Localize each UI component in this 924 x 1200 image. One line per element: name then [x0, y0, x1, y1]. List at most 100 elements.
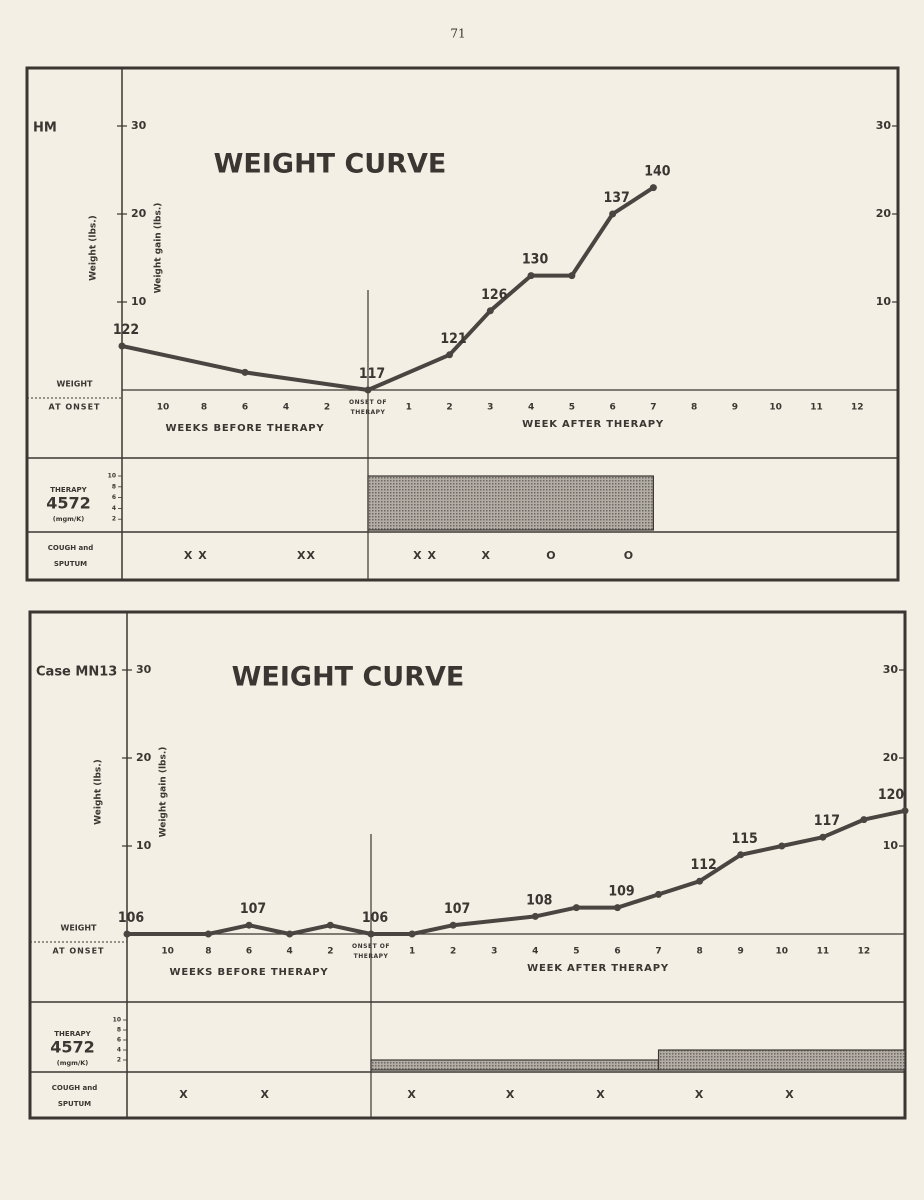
therapy-tick-label: 8 — [117, 1027, 121, 1034]
x-tick-label: 9 — [732, 403, 738, 413]
baseline-label: AT ONSET — [49, 403, 101, 412]
x-label-after: WEEK AFTER THERAPY — [522, 419, 664, 430]
y-tick-label: 30 — [131, 119, 147, 132]
point — [778, 842, 786, 850]
point — [860, 816, 868, 824]
x-tick-label: 4 — [287, 947, 293, 957]
point — [446, 351, 454, 359]
onset-label: ONSET OF THERAPY — [352, 943, 390, 960]
y-tick-label-right: 20 — [876, 207, 892, 220]
therapy-tick-label: 6 — [112, 494, 116, 501]
x-label-after: WEEK AFTER THERAPY — [527, 963, 669, 974]
therapy-bar — [367, 475, 654, 531]
point — [204, 930, 212, 938]
case-label: HM — [33, 121, 57, 136]
baseline-label: AT ONSET — [53, 947, 105, 956]
y-tick-label: 30 — [136, 663, 152, 676]
point — [613, 904, 621, 912]
baseline-label: WEIGHT — [61, 924, 98, 933]
point — [527, 272, 535, 280]
therapy-bar — [370, 1059, 660, 1071]
y-gain-label: Weight gain (lbs.) — [154, 203, 164, 294]
value-label: 107 — [240, 901, 266, 917]
cough-mark: XX — [297, 549, 316, 562]
cough-mark: X X — [184, 549, 208, 562]
point — [364, 386, 372, 394]
x-tick-label: 3 — [491, 947, 497, 957]
cough-mark: X — [261, 1088, 270, 1101]
cough-mark: X — [407, 1088, 416, 1101]
x-tick-label: 7 — [655, 947, 661, 957]
point — [819, 833, 827, 841]
y-axis-label: Weight (lbs.) — [89, 215, 99, 281]
cough-mark: X X — [413, 549, 437, 562]
value-label: 120 — [878, 787, 905, 803]
therapy-tick-label: 10 — [108, 473, 116, 480]
cough-mark: X — [785, 1088, 794, 1101]
x-tick-label: 11 — [817, 947, 830, 957]
x-tick-label: 8 — [205, 947, 211, 957]
x-tick-label: 5 — [573, 947, 579, 957]
point — [286, 930, 294, 938]
x-tick-label: 2 — [450, 947, 456, 957]
therapy-label: THERAPY — [50, 486, 87, 494]
y-tick-label: 10 — [136, 839, 152, 852]
frame — [25, 66, 900, 582]
x-tick-label: 8 — [691, 403, 697, 413]
x-tick-label: 4 — [283, 403, 289, 413]
case-label: Case MN13 — [36, 665, 117, 680]
therapy-tick-label: 10 — [113, 1017, 121, 1024]
value-label: 140 — [644, 164, 671, 180]
y-tick-label-right: 20 — [883, 751, 899, 764]
baseline-label: WEIGHT — [57, 380, 94, 389]
x-tick-label: 4 — [532, 947, 538, 957]
weight-line — [121, 185, 655, 392]
x-tick-label: 6 — [242, 403, 248, 413]
cough-label: COUGH and — [48, 544, 94, 552]
x-tick-label: 1 — [406, 403, 412, 413]
value-label: 126 — [481, 287, 508, 303]
y-tick-label: 10 — [131, 295, 147, 308]
value-label: 106 — [118, 910, 145, 926]
point — [367, 930, 375, 938]
cough-mark: O — [546, 549, 556, 562]
x-tick-label: 6 — [609, 403, 615, 413]
point — [449, 921, 457, 929]
x-tick-label: 3 — [487, 403, 493, 413]
page-number: 71 — [450, 27, 465, 41]
cough-mark: X — [695, 1088, 704, 1101]
therapy-drug: 4572 — [50, 1038, 95, 1057]
point — [572, 904, 580, 912]
x-tick-label: 4 — [528, 403, 534, 413]
therapy-label: THERAPY — [54, 1030, 91, 1038]
point — [408, 930, 416, 938]
y-gain-label: Weight gain (lbs.) — [159, 747, 169, 838]
cough-label: SPUTUM — [58, 1100, 91, 1108]
point — [609, 210, 617, 218]
point — [241, 368, 249, 376]
chart-title: WEIGHT CURVE — [232, 662, 465, 693]
point — [696, 877, 704, 885]
cough-mark: O — [624, 549, 634, 562]
therapy-unit: (mgm/K) — [57, 1059, 89, 1067]
y-axis-label: Weight (lbs.) — [94, 759, 104, 825]
value-label: 117 — [814, 813, 840, 829]
value-label: 137 — [603, 190, 629, 206]
cough-mark: X — [179, 1088, 188, 1101]
therapy-tick-label: 4 — [117, 1047, 121, 1054]
x-tick-label: 6 — [246, 947, 252, 957]
x-tick-label: 12 — [858, 947, 871, 957]
x-tick-label: 10 — [157, 403, 170, 413]
cough-label: SPUTUM — [54, 560, 87, 568]
x-label-before: WEEKS BEFORE THERAPY — [166, 423, 325, 434]
therapy-tick-label: 2 — [112, 516, 116, 523]
x-tick-label: 2 — [324, 403, 330, 413]
x-tick-label: 10 — [769, 403, 782, 413]
cough-mark: X — [596, 1088, 605, 1101]
weight-line — [127, 808, 906, 936]
y-tick-label-right: 10 — [876, 295, 892, 308]
x-tick-label: 10 — [161, 947, 174, 957]
x-tick-label: 2 — [327, 947, 333, 957]
value-label: 121 — [440, 331, 466, 347]
